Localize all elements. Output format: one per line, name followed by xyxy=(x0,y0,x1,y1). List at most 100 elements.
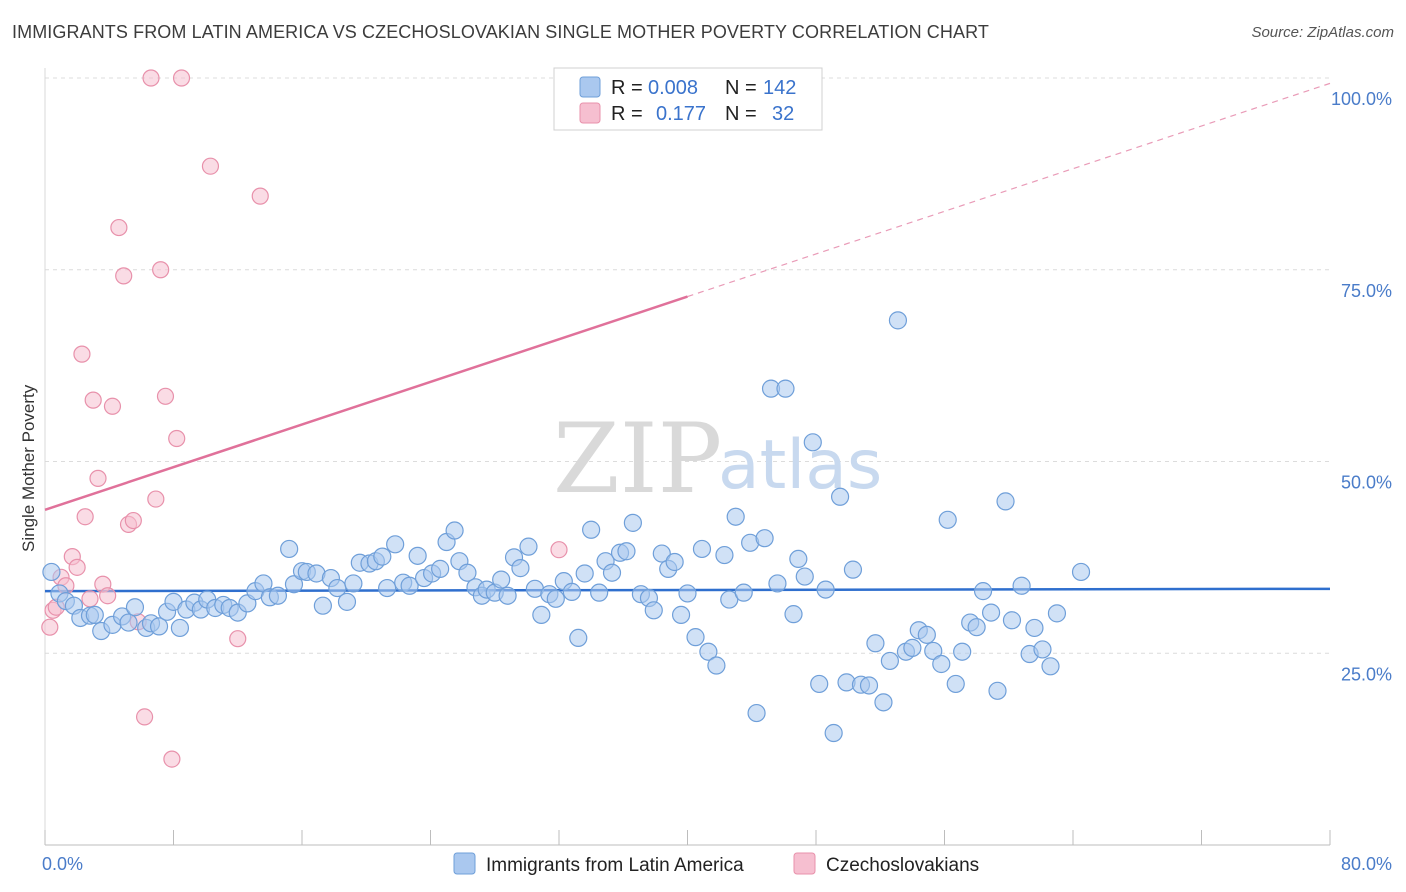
point-pink xyxy=(201,157,220,175)
point-blue xyxy=(1002,611,1022,630)
point-pink xyxy=(115,267,133,285)
point-blue xyxy=(726,507,745,526)
x-tick-label-0: 0.0% xyxy=(42,854,83,874)
point-blue xyxy=(623,513,642,532)
point-blue xyxy=(707,656,726,675)
points-blue xyxy=(42,311,1091,743)
y-tick-label-1: 50.0% xyxy=(1341,473,1392,493)
point-blue xyxy=(686,628,705,647)
point-blue xyxy=(830,487,850,506)
x-tick-label-1: 80.0% xyxy=(1341,854,1392,874)
point-blue xyxy=(546,589,565,608)
watermark-zip: ZIP xyxy=(553,403,722,515)
legend-n-value-blue: 142 xyxy=(763,77,796,99)
point-blue xyxy=(789,549,808,569)
legend-n-value-pink: 32 xyxy=(772,103,794,125)
point-blue xyxy=(1025,618,1044,638)
point-pink xyxy=(251,187,269,205)
point-pink xyxy=(73,345,91,363)
point-blue xyxy=(917,625,936,644)
point-blue xyxy=(973,582,993,601)
x-tick-labels: 0.0% 80.0% xyxy=(42,854,1392,874)
point-blue xyxy=(511,559,530,578)
point-blue xyxy=(458,563,477,582)
point-blue xyxy=(1071,562,1091,582)
point-blue xyxy=(119,613,138,632)
series-legend: Immigrants from Latin America Czechoslov… xyxy=(453,852,979,876)
point-blue xyxy=(575,564,594,583)
watermark-atlas: atlas xyxy=(718,426,882,505)
point-blue xyxy=(981,603,1001,622)
point-blue xyxy=(378,578,397,598)
legend-swatch-blue xyxy=(579,76,601,98)
point-blue xyxy=(810,674,829,694)
point-blue xyxy=(408,546,427,565)
point-blue xyxy=(602,563,622,582)
legend-n-label-blue: N = xyxy=(725,77,757,99)
legend-r-value-pink: 0.177 xyxy=(656,103,706,125)
point-pink xyxy=(135,708,154,726)
point-blue xyxy=(734,583,753,602)
point-pink xyxy=(103,397,122,415)
point-blue xyxy=(42,562,61,582)
point-blue xyxy=(519,537,538,556)
point-blue xyxy=(932,654,951,674)
point-blue xyxy=(888,311,908,330)
point-blue xyxy=(498,586,517,605)
stats-legend: R = 0.008 N = 142 R = 0.177 N = 32 xyxy=(553,67,823,131)
legend-r-label-pink: R = xyxy=(611,103,643,125)
y-tick-label-3: 100.0% xyxy=(1331,89,1392,109)
point-pink xyxy=(41,618,59,636)
point-blue xyxy=(1012,576,1031,595)
point-blue xyxy=(1041,657,1060,676)
series-legend-label-pink: Czechoslovakians xyxy=(826,855,979,876)
series-legend-swatch-pink xyxy=(793,852,816,875)
point-pink xyxy=(68,558,86,576)
point-blue xyxy=(652,544,671,563)
point-blue xyxy=(699,642,718,661)
point-blue xyxy=(400,576,419,595)
point-blue xyxy=(569,628,588,648)
point-blue xyxy=(747,703,766,723)
point-pink xyxy=(142,69,160,87)
point-blue xyxy=(386,535,405,554)
point-pink xyxy=(124,511,142,530)
point-blue xyxy=(938,510,957,529)
grid-lines xyxy=(45,77,1330,654)
point-blue xyxy=(582,520,601,539)
point-pink xyxy=(156,387,175,405)
point-blue xyxy=(874,693,893,712)
point-blue xyxy=(313,596,332,615)
point-blue xyxy=(678,584,697,603)
axes xyxy=(44,68,1331,846)
points-pink xyxy=(41,69,568,768)
point-pink xyxy=(89,469,107,487)
point-blue xyxy=(996,492,1015,511)
point-blue xyxy=(344,574,363,593)
point-blue xyxy=(85,605,104,625)
point-blue xyxy=(149,617,169,636)
point-pink xyxy=(84,391,102,409)
point-blue xyxy=(671,605,691,625)
y-axis-label: Single Mother Poverty xyxy=(19,384,38,552)
point-blue xyxy=(776,379,795,398)
point-blue xyxy=(125,598,145,617)
point-blue xyxy=(720,590,739,609)
legend-n-label-pink: N = xyxy=(725,103,757,125)
point-blue xyxy=(1047,604,1067,623)
y-tick-label-0: 25.0% xyxy=(1341,664,1392,684)
point-blue xyxy=(953,642,972,661)
point-blue xyxy=(562,582,581,601)
point-blue xyxy=(946,674,965,694)
point-blue xyxy=(170,618,190,638)
point-blue xyxy=(445,521,464,540)
point-pink xyxy=(550,541,568,559)
legend-r-value-blue: 0.008 xyxy=(648,77,698,99)
point-pink xyxy=(147,490,165,508)
point-pink xyxy=(81,590,99,608)
series-legend-label-blue: Immigrants from Latin America xyxy=(486,855,744,876)
point-blue xyxy=(692,539,712,559)
chart-title: IMMIGRANTS FROM LATIN AMERICA VS CZECHOS… xyxy=(12,22,989,42)
legend-swatch-pink xyxy=(579,102,601,124)
